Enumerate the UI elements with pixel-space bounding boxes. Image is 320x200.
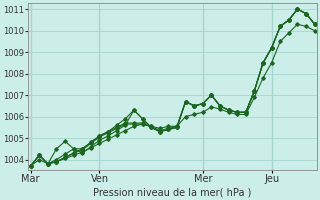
X-axis label: Pression niveau de la mer( hPa ): Pression niveau de la mer( hPa ) <box>93 187 252 197</box>
